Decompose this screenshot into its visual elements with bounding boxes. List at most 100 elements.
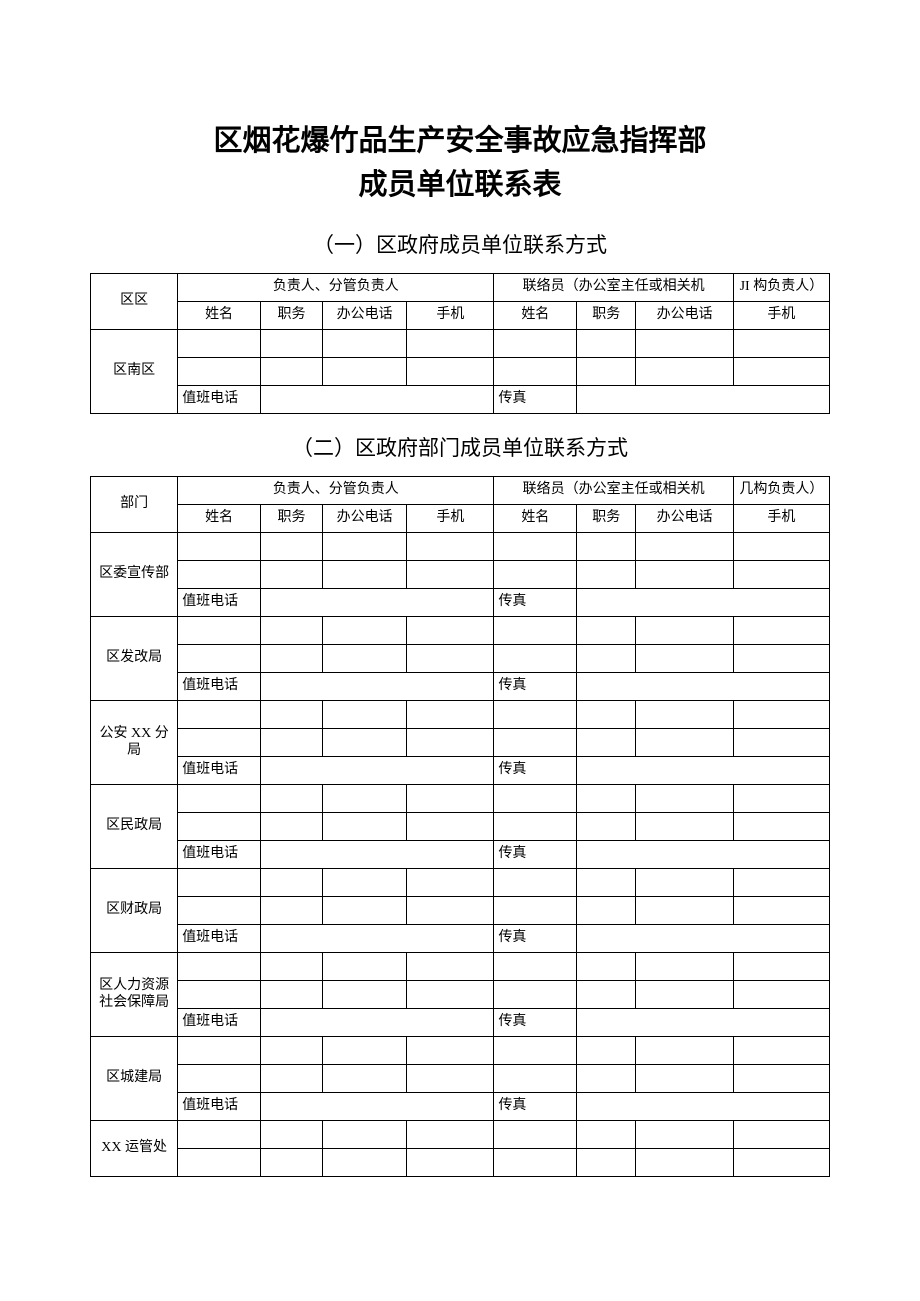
cell	[260, 981, 322, 1009]
cell	[323, 358, 407, 386]
cell	[323, 1065, 407, 1093]
cell	[260, 869, 322, 897]
cell	[260, 358, 322, 386]
cell	[260, 701, 322, 729]
cell	[577, 589, 830, 617]
cell	[494, 645, 577, 673]
cell	[733, 897, 829, 925]
hdr-office-phone: 办公电话	[636, 505, 734, 533]
hdr-mobile: 手机	[733, 505, 829, 533]
cell	[733, 981, 829, 1009]
cell	[407, 358, 494, 386]
cell	[323, 729, 407, 757]
cell	[636, 785, 734, 813]
cell	[323, 813, 407, 841]
fax-label: 传真	[494, 757, 577, 785]
cell	[407, 869, 494, 897]
cell	[178, 358, 261, 386]
cell	[260, 1149, 322, 1177]
cell	[407, 981, 494, 1009]
cell	[577, 561, 636, 589]
hdr-name: 姓名	[494, 505, 577, 533]
hdr-liaison-b: 联络员（办公室主任或相关机	[494, 477, 733, 505]
hdr-liaison-b-break: 几构负责人）	[733, 477, 829, 505]
cell	[407, 617, 494, 645]
cell	[636, 981, 734, 1009]
cell	[323, 1037, 407, 1065]
cell	[407, 561, 494, 589]
cell	[636, 1149, 734, 1177]
cell	[577, 869, 636, 897]
section1-title: （一）区政府成员单位联系方式	[90, 229, 830, 259]
duty-phone-label: 值班电话	[178, 589, 261, 617]
table-row: 区城建局	[91, 1037, 830, 1065]
cell	[178, 533, 261, 561]
cell	[636, 813, 734, 841]
table-row: 值班电话 传真	[91, 589, 830, 617]
cell	[260, 617, 322, 645]
cell	[407, 897, 494, 925]
cell	[178, 981, 261, 1009]
cell	[494, 617, 577, 645]
cell	[260, 561, 322, 589]
cell	[494, 785, 577, 813]
cell	[407, 953, 494, 981]
cell	[636, 1065, 734, 1093]
cell	[178, 330, 261, 358]
hdr-mobile: 手机	[407, 302, 494, 330]
hdr-person-in-charge: 负责人、分管负责人	[178, 274, 494, 302]
cell	[260, 673, 493, 701]
cell	[323, 1121, 407, 1149]
cell	[407, 729, 494, 757]
table-row	[91, 981, 830, 1009]
cell	[260, 953, 322, 981]
table-row	[91, 1149, 830, 1177]
cell	[323, 897, 407, 925]
cell	[733, 729, 829, 757]
cell	[577, 1065, 636, 1093]
cell	[733, 1149, 829, 1177]
cell	[733, 358, 829, 386]
cell	[494, 330, 577, 358]
cell	[733, 1037, 829, 1065]
cell	[577, 897, 636, 925]
table-row: 值班电话传真	[91, 925, 830, 953]
table-row: 值班电话传真	[91, 1009, 830, 1037]
cell	[323, 617, 407, 645]
cell	[577, 1121, 636, 1149]
cell	[577, 813, 636, 841]
duty-phone-label: 值班电话	[178, 673, 261, 701]
dept-cell: 区财政局	[91, 869, 178, 953]
table-section2: 部门 负责人、分管负责人 联络员（办公室主任或相关机 几构负责人） 姓名 职务 …	[90, 476, 830, 1177]
cell	[178, 701, 261, 729]
cell	[178, 617, 261, 645]
cell	[733, 1065, 829, 1093]
cell	[577, 358, 636, 386]
cell	[577, 533, 636, 561]
table-row	[91, 561, 830, 589]
cell	[636, 897, 734, 925]
table-row: XX 运管处	[91, 1121, 830, 1149]
cell	[407, 1149, 494, 1177]
cell	[733, 645, 829, 673]
dept-cell: 区城建局	[91, 1037, 178, 1121]
cell	[733, 1121, 829, 1149]
table-row	[91, 813, 830, 841]
section2-title: （二）区政府部门成员单位联系方式	[90, 432, 830, 462]
cell	[323, 561, 407, 589]
cell	[260, 925, 493, 953]
table-row	[91, 1065, 830, 1093]
dept-cell: XX 运管处	[91, 1121, 178, 1177]
cell	[636, 701, 734, 729]
main-title: 区烟花爆竹品生产安全事故应急指挥部 成员单位联系表	[90, 120, 830, 207]
cell	[260, 1121, 322, 1149]
cell	[323, 701, 407, 729]
cell	[323, 533, 407, 561]
cell	[407, 701, 494, 729]
hdr-office-phone: 办公电话	[636, 302, 734, 330]
cell	[178, 1149, 261, 1177]
fax-label: 传真	[494, 589, 577, 617]
cell	[260, 1093, 493, 1121]
cell	[494, 1065, 577, 1093]
fax-label: 传真	[494, 841, 577, 869]
